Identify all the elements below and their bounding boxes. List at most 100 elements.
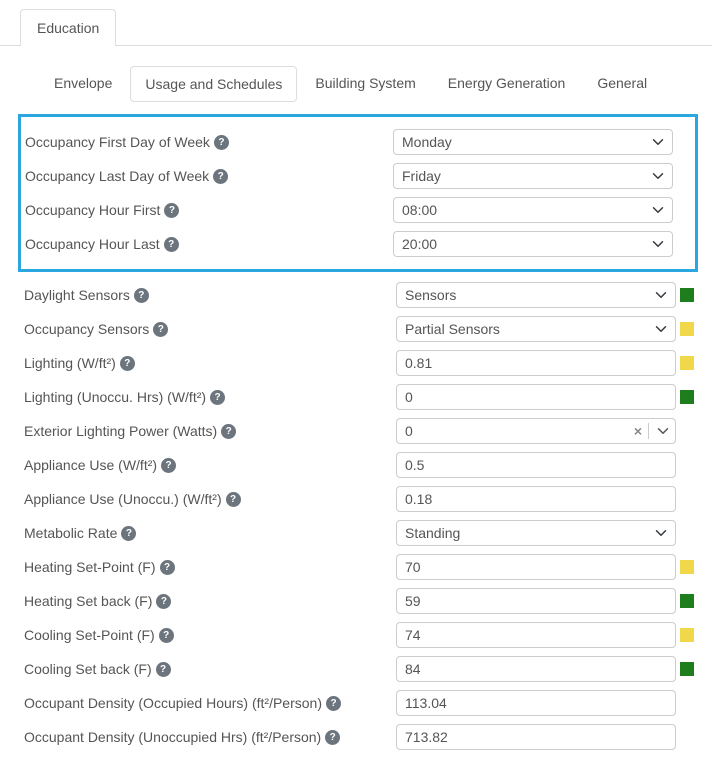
label-appliance-use: Appliance Use (W/ft²)? — [24, 457, 396, 473]
occ-first-day-select[interactable]: Monday — [393, 129, 673, 155]
help-icon[interactable]: ? — [164, 237, 179, 252]
occ-hour-first-select[interactable]: 08:00 — [393, 197, 673, 223]
help-icon[interactable]: ? — [160, 560, 175, 575]
label-text: Occupancy Sensors — [24, 321, 149, 337]
help-icon[interactable]: ? — [226, 492, 241, 507]
label-occ-last-day: Occupancy Last Day of Week? — [25, 168, 393, 184]
help-icon[interactable]: ? — [134, 288, 149, 303]
label-heating-setback: Heating Set back (F)? — [24, 593, 396, 609]
label-text: Appliance Use (W/ft²) — [24, 457, 157, 473]
form-row-metabolic-rate: Metabolic Rate? Standing — [24, 516, 694, 550]
input-col: Sensors — [396, 282, 676, 308]
label-text: Lighting (W/ft²) — [24, 355, 116, 371]
status-col — [676, 628, 694, 642]
top-tabs: Education — [0, 0, 712, 46]
subtab-general[interactable]: General — [583, 66, 661, 102]
status-indicator-green — [680, 288, 694, 302]
lighting-wft2-input[interactable] — [396, 350, 676, 376]
help-icon[interactable]: ? — [161, 458, 176, 473]
input-col: Friday — [393, 163, 673, 189]
heating-setpoint-input[interactable] — [396, 554, 676, 580]
form-row-lighting-wft2: Lighting (W/ft²)? — [24, 346, 694, 380]
daylight-sensors-select[interactable]: Sensors — [396, 282, 676, 308]
help-icon[interactable]: ? — [120, 356, 135, 371]
label-text: Daylight Sensors — [24, 287, 130, 303]
metabolic-rate-select[interactable]: Standing — [396, 520, 676, 546]
label-occ-first-day: Occupancy First Day of Week? — [25, 134, 393, 150]
form-row-appliance-use-unoccu: Appliance Use (Unoccu.) (W/ft²)? — [24, 482, 694, 516]
input-col — [396, 622, 676, 648]
label-text: Metabolic Rate — [24, 525, 117, 541]
input-col — [396, 588, 676, 614]
occ-density-occ-input[interactable] — [396, 690, 676, 716]
app-container: Education Envelope Usage and Schedules B… — [0, 0, 712, 760]
ext-lighting-power-combo[interactable]: × — [396, 418, 676, 444]
help-icon[interactable]: ? — [156, 662, 171, 677]
settings-rows: Daylight Sensors?SensorsOccupancy Sensor… — [0, 276, 712, 760]
status-col — [676, 390, 694, 404]
subtab-envelope[interactable]: Envelope — [40, 66, 126, 102]
help-icon[interactable]: ? — [221, 424, 236, 439]
help-icon[interactable]: ? — [213, 169, 228, 184]
occ-hour-last-select[interactable]: 20:00 — [393, 231, 673, 257]
input-col — [396, 656, 676, 682]
status-indicator-green — [680, 594, 694, 608]
heating-setback-input[interactable] — [396, 588, 676, 614]
occupancy-sensors-select[interactable]: Partial Sensors — [396, 316, 676, 342]
form-row-heating-setback: Heating Set back (F)? — [24, 584, 694, 618]
status-col — [676, 594, 694, 608]
status-col — [676, 288, 694, 302]
label-lighting-wft2: Lighting (W/ft²)? — [24, 355, 396, 371]
label-text: Heating Set-Point (F) — [24, 559, 156, 575]
occupancy-schedule-highlight: Occupancy First Day of Week?MondayOccupa… — [18, 114, 698, 272]
help-icon[interactable]: ? — [164, 203, 179, 218]
input-col — [396, 452, 676, 478]
sub-tabs: Envelope Usage and Schedules Building Sy… — [0, 46, 712, 110]
help-icon[interactable]: ? — [159, 628, 174, 643]
form-row-occ-last-day: Occupancy Last Day of Week?Friday — [25, 159, 691, 193]
subtab-energy-generation[interactable]: Energy Generation — [434, 66, 580, 102]
label-cooling-setback: Cooling Set back (F)? — [24, 661, 396, 677]
label-appliance-use-unoccu: Appliance Use (Unoccu.) (W/ft²)? — [24, 491, 396, 507]
cooling-setpoint-input[interactable] — [396, 622, 676, 648]
form-row-occupancy-sensors: Occupancy Sensors?Partial Sensors — [24, 312, 694, 346]
ext-lighting-power-input[interactable] — [403, 423, 628, 439]
subtab-usage-schedules[interactable]: Usage and Schedules — [130, 66, 297, 102]
appliance-use-input[interactable] — [396, 452, 676, 478]
subtab-building-system[interactable]: Building System — [301, 66, 429, 102]
status-col — [676, 356, 694, 370]
help-icon[interactable]: ? — [153, 322, 168, 337]
appliance-use-unoccu-input[interactable] — [396, 486, 676, 512]
tab-education[interactable]: Education — [20, 9, 116, 46]
clear-icon[interactable]: × — [628, 423, 648, 439]
form-row-occ-density-unocc: Occupant Density (Unoccupied Hrs) (ft²/P… — [24, 720, 694, 754]
label-text: Occupancy First Day of Week — [25, 134, 210, 150]
help-icon[interactable]: ? — [156, 594, 171, 609]
input-col: Monday — [393, 129, 673, 155]
cooling-setback-input[interactable] — [396, 656, 676, 682]
occ-last-day-select[interactable]: Friday — [393, 163, 673, 189]
input-col — [396, 554, 676, 580]
help-icon[interactable]: ? — [214, 135, 229, 150]
help-icon[interactable]: ? — [325, 730, 340, 745]
label-text: Cooling Set-Point (F) — [24, 627, 155, 643]
form-row-lighting-unoccu: Lighting (Unoccu. Hrs) (W/ft²)? — [24, 380, 694, 414]
form-row-cooling-setback: Cooling Set back (F)? — [24, 652, 694, 686]
help-icon[interactable]: ? — [210, 390, 225, 405]
label-text: Occupancy Hour First — [25, 202, 160, 218]
status-col — [676, 322, 694, 336]
form-row-heating-setpoint: Heating Set-Point (F)? — [24, 550, 694, 584]
label-heating-setpoint: Heating Set-Point (F)? — [24, 559, 396, 575]
input-col — [396, 384, 676, 410]
label-text: Occupant Density (Occupied Hours) (ft²/P… — [24, 695, 322, 711]
label-occupancy-sensors: Occupancy Sensors? — [24, 321, 396, 337]
occ-density-unocc-input[interactable] — [396, 724, 676, 750]
input-col: × — [396, 418, 676, 444]
label-text: Appliance Use (Unoccu.) (W/ft²) — [24, 491, 222, 507]
help-icon[interactable]: ? — [326, 696, 341, 711]
help-icon[interactable]: ? — [121, 526, 136, 541]
chevron-down-icon[interactable] — [649, 425, 669, 437]
status-indicator-green — [680, 662, 694, 676]
lighting-unoccu-input[interactable] — [396, 384, 676, 410]
label-occ-density-unocc: Occupant Density (Unoccupied Hrs) (ft²/P… — [24, 729, 396, 745]
